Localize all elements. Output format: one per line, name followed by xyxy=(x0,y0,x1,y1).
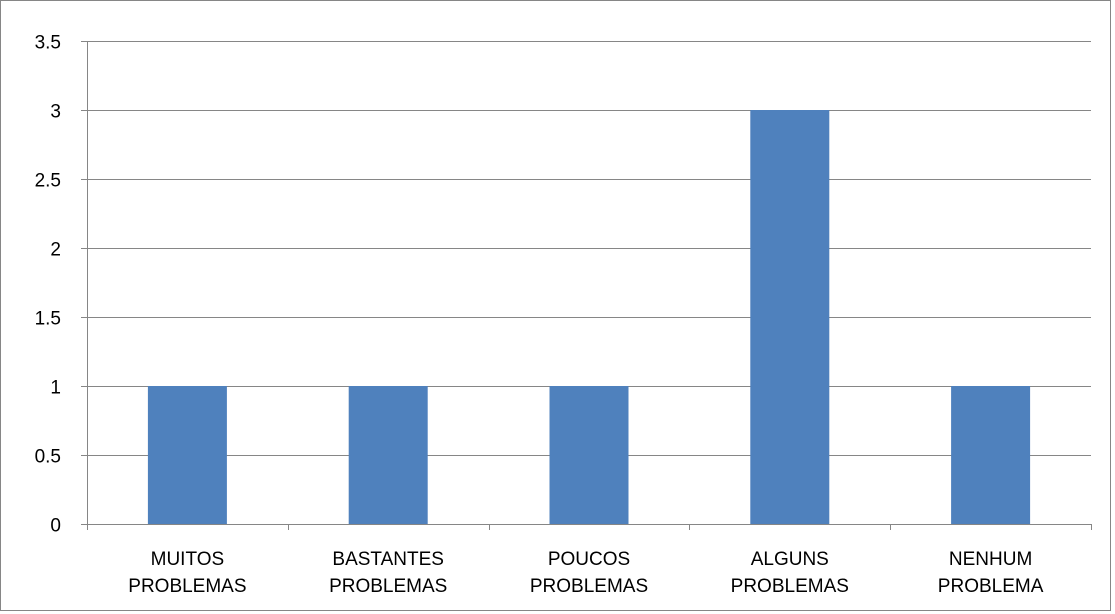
bar xyxy=(951,386,1031,524)
y-tick-label: 2 xyxy=(50,240,61,261)
y-tick-label: 0.5 xyxy=(35,447,61,468)
y-tick-label: 2.5 xyxy=(35,171,61,192)
y-tick-labels: 0 0.5 1 1.5 2 2.5 3 3.5 xyxy=(35,33,61,537)
x-tick-label: PROBLEMAS xyxy=(128,576,246,597)
x-tick-label: MUITOS xyxy=(151,549,225,570)
x-tick-label: PROBLEMAS xyxy=(731,576,849,597)
bar xyxy=(147,386,227,524)
bar xyxy=(348,386,428,524)
y-tick-label: 1 xyxy=(50,378,61,399)
bar xyxy=(750,110,830,524)
y-tick-label: 0 xyxy=(50,516,61,537)
y-tick-label: 3 xyxy=(50,102,61,123)
bar xyxy=(549,386,629,524)
x-tick-label: PROBLEMAS xyxy=(329,576,447,597)
x-tick-labels: MUITOS PROBLEMAS BASTANTES PROBLEMAS POUCOS P… xyxy=(128,549,1043,597)
axes xyxy=(81,41,1092,530)
y-tick-label: 3.5 xyxy=(35,33,61,54)
x-tick-label: NENHUM xyxy=(949,549,1032,570)
x-tick-label: POUCOS xyxy=(548,549,630,570)
x-tick-label: PROBLEMAS xyxy=(530,576,648,597)
gridlines xyxy=(87,41,1091,456)
bars xyxy=(147,110,1031,524)
x-tick-label: BASTANTES xyxy=(332,549,444,570)
x-tick-label: PROBLEMA xyxy=(938,576,1044,597)
x-tick-label: ALGUNS xyxy=(751,549,829,570)
y-tick-label: 1.5 xyxy=(35,309,61,330)
